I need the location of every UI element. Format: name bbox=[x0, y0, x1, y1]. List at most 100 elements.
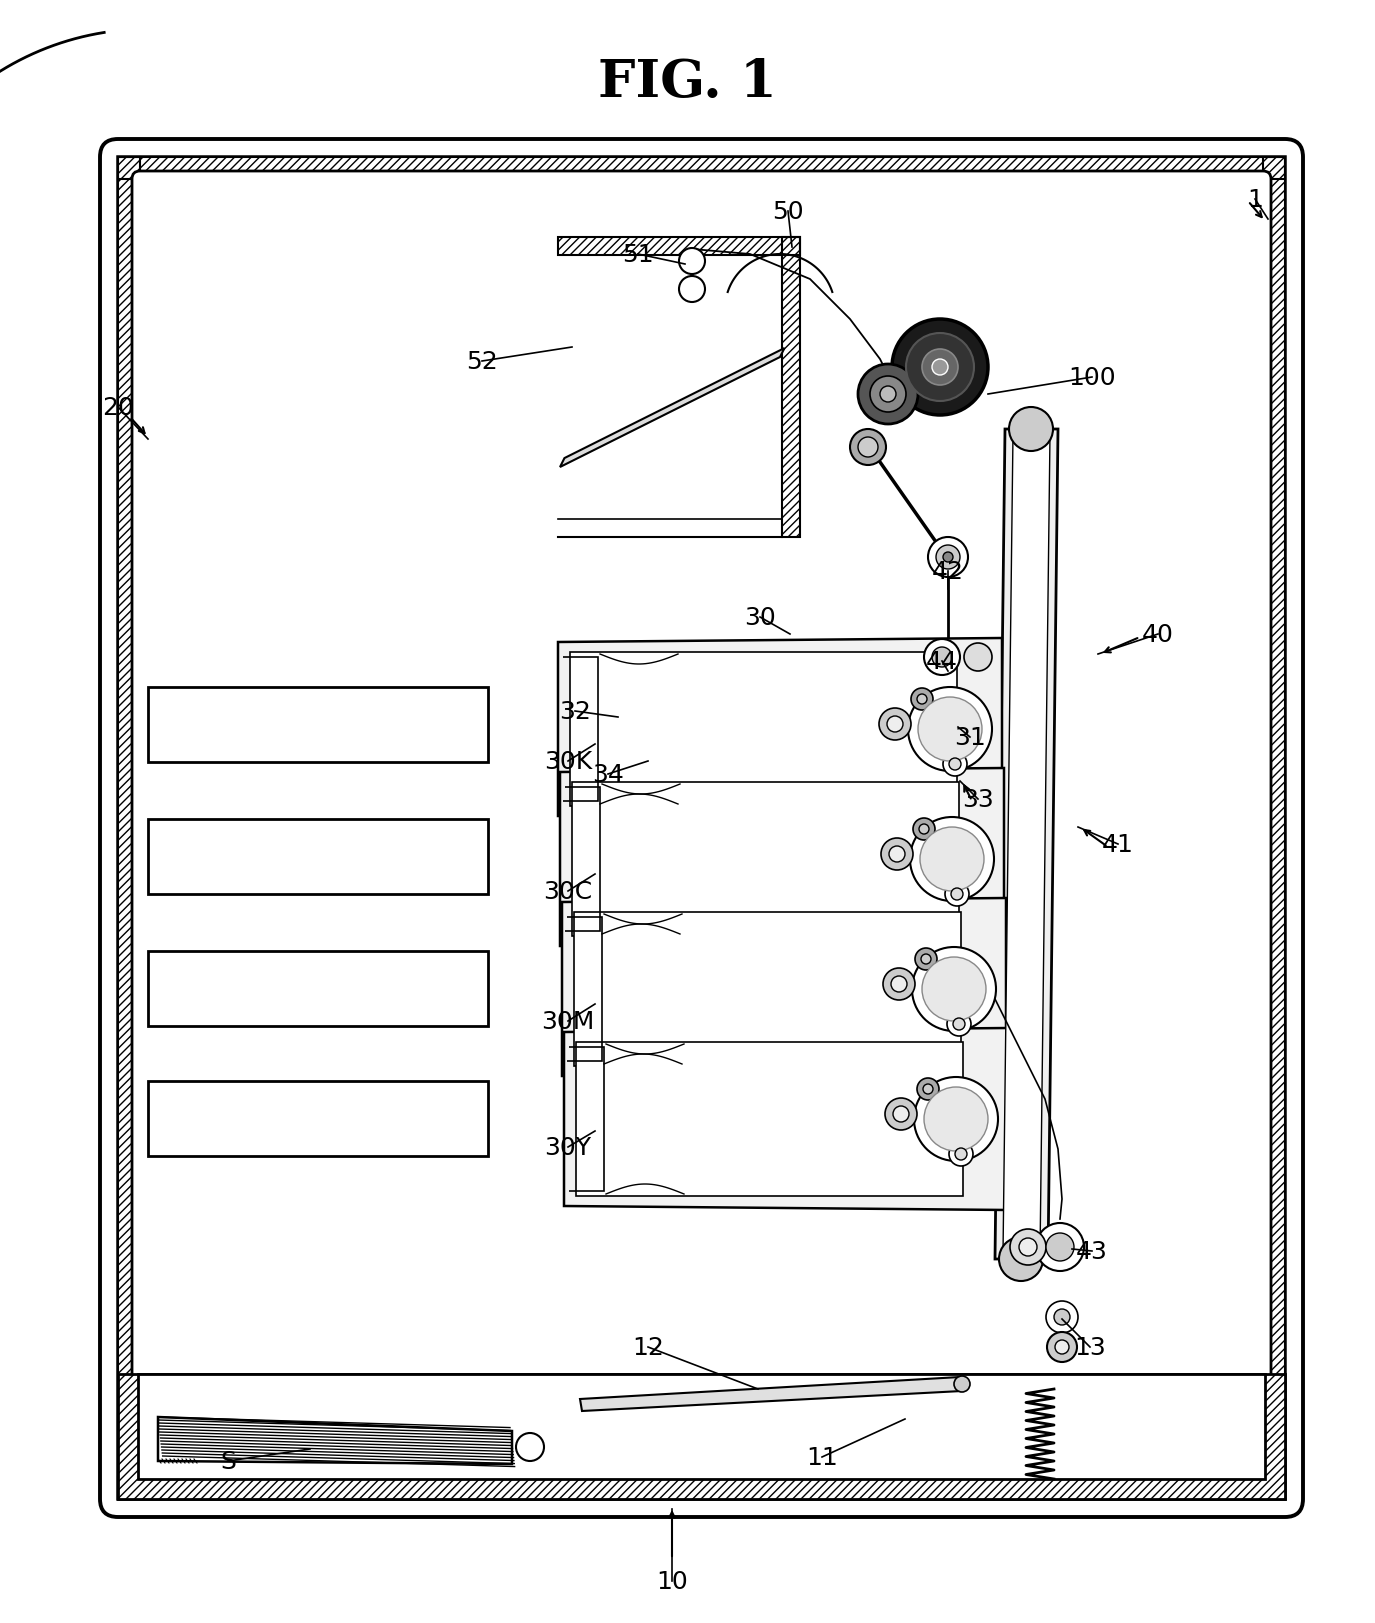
Circle shape bbox=[1046, 1332, 1077, 1362]
Bar bbox=[782, 239, 800, 537]
Circle shape bbox=[920, 828, 984, 891]
Text: 50: 50 bbox=[773, 200, 804, 224]
Text: 43: 43 bbox=[1077, 1240, 1108, 1263]
Text: FIG. 1: FIG. 1 bbox=[598, 57, 777, 107]
Circle shape bbox=[956, 1149, 967, 1160]
Bar bbox=[1264, 157, 1286, 1500]
Circle shape bbox=[892, 1107, 909, 1123]
Text: 32: 32 bbox=[560, 700, 591, 724]
Circle shape bbox=[880, 386, 896, 403]
Text: 34: 34 bbox=[593, 763, 624, 787]
Circle shape bbox=[1011, 1229, 1046, 1266]
Polygon shape bbox=[564, 1029, 1008, 1211]
Circle shape bbox=[1055, 1310, 1070, 1326]
Text: 11: 11 bbox=[806, 1444, 837, 1469]
Bar bbox=[148, 951, 488, 1026]
Circle shape bbox=[858, 438, 879, 458]
Text: 41: 41 bbox=[1101, 833, 1134, 857]
Circle shape bbox=[1009, 407, 1053, 451]
Bar bbox=[558, 239, 800, 256]
Circle shape bbox=[890, 847, 905, 862]
Text: 30C: 30C bbox=[543, 880, 593, 904]
Text: 30Y: 30Y bbox=[544, 1136, 591, 1159]
Bar bbox=[558, 239, 782, 519]
Circle shape bbox=[879, 709, 912, 740]
Bar bbox=[118, 157, 140, 1500]
Text: 13: 13 bbox=[1074, 1336, 1106, 1358]
Circle shape bbox=[945, 883, 969, 906]
Bar bbox=[118, 1375, 1286, 1500]
Text: 30K: 30K bbox=[544, 750, 593, 774]
Circle shape bbox=[917, 1078, 939, 1100]
Text: 30M: 30M bbox=[542, 1010, 594, 1034]
Text: 12: 12 bbox=[632, 1336, 664, 1358]
Text: 52: 52 bbox=[466, 351, 498, 373]
Circle shape bbox=[1046, 1302, 1078, 1332]
Circle shape bbox=[850, 430, 886, 466]
Bar bbox=[782, 239, 800, 537]
Circle shape bbox=[1019, 1238, 1037, 1256]
Bar bbox=[118, 157, 1286, 180]
Polygon shape bbox=[1002, 435, 1050, 1255]
Bar bbox=[138, 1375, 1265, 1479]
Polygon shape bbox=[996, 430, 1057, 1259]
Circle shape bbox=[892, 320, 989, 415]
Text: 100: 100 bbox=[1068, 365, 1115, 390]
FancyBboxPatch shape bbox=[118, 157, 1286, 1500]
Circle shape bbox=[924, 639, 960, 675]
Bar bbox=[118, 1477, 1286, 1500]
Circle shape bbox=[949, 1143, 973, 1167]
Circle shape bbox=[886, 1099, 917, 1130]
Circle shape bbox=[858, 365, 918, 425]
Circle shape bbox=[910, 818, 994, 901]
Circle shape bbox=[928, 537, 968, 578]
Circle shape bbox=[1046, 1233, 1074, 1261]
Circle shape bbox=[923, 1084, 934, 1094]
Text: S: S bbox=[220, 1449, 236, 1474]
Circle shape bbox=[924, 1087, 989, 1151]
Circle shape bbox=[953, 1018, 965, 1031]
Circle shape bbox=[908, 688, 991, 771]
Circle shape bbox=[914, 1078, 998, 1162]
Circle shape bbox=[943, 753, 967, 776]
Circle shape bbox=[679, 248, 705, 274]
Circle shape bbox=[887, 717, 903, 732]
Text: 44: 44 bbox=[925, 649, 958, 674]
Polygon shape bbox=[558, 638, 1002, 821]
Circle shape bbox=[883, 969, 914, 1000]
Circle shape bbox=[870, 377, 906, 412]
Polygon shape bbox=[580, 1378, 962, 1410]
Circle shape bbox=[964, 644, 991, 672]
Circle shape bbox=[923, 351, 958, 386]
Circle shape bbox=[913, 818, 935, 841]
Text: 33: 33 bbox=[962, 787, 994, 812]
Bar bbox=[118, 157, 1286, 180]
Polygon shape bbox=[560, 349, 785, 467]
Text: 1: 1 bbox=[1247, 188, 1262, 213]
Circle shape bbox=[1055, 1341, 1068, 1354]
Circle shape bbox=[932, 648, 952, 667]
Circle shape bbox=[1000, 1237, 1044, 1281]
Circle shape bbox=[947, 1013, 971, 1037]
Circle shape bbox=[932, 360, 947, 377]
Text: 51: 51 bbox=[622, 243, 654, 266]
Bar bbox=[571, 652, 957, 807]
Text: 42: 42 bbox=[932, 560, 964, 584]
Bar bbox=[558, 239, 800, 256]
Bar bbox=[148, 1081, 488, 1156]
Circle shape bbox=[917, 695, 927, 704]
Bar bbox=[576, 1042, 962, 1196]
Polygon shape bbox=[562, 899, 1006, 1081]
Circle shape bbox=[891, 977, 908, 992]
Circle shape bbox=[943, 553, 953, 563]
Text: 31: 31 bbox=[954, 725, 986, 750]
Circle shape bbox=[918, 698, 982, 761]
Circle shape bbox=[679, 278, 705, 304]
Circle shape bbox=[516, 1433, 544, 1461]
Circle shape bbox=[912, 688, 934, 711]
Circle shape bbox=[949, 758, 961, 771]
Text: 10: 10 bbox=[656, 1569, 688, 1594]
Circle shape bbox=[1035, 1224, 1084, 1271]
Bar bbox=[573, 912, 961, 1066]
FancyBboxPatch shape bbox=[132, 172, 1270, 1485]
